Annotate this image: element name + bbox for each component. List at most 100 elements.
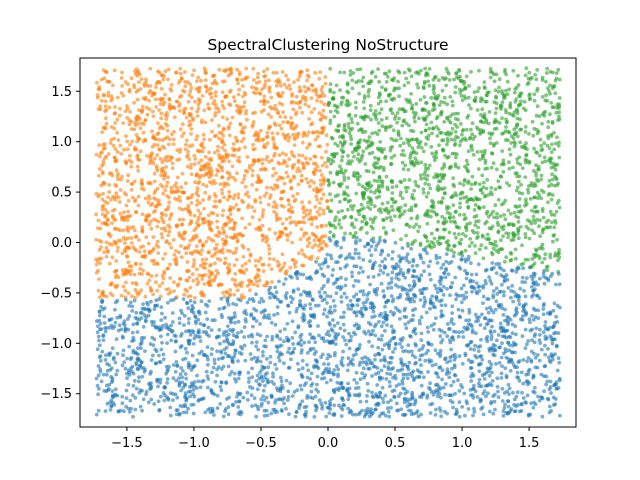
scatter-point	[170, 132, 174, 137]
scatter-point	[484, 93, 489, 98]
scatter-point	[183, 181, 188, 186]
scatter-point	[489, 186, 494, 190]
scatter-point	[210, 370, 214, 375]
scatter-point	[306, 104, 311, 109]
scatter-point	[381, 218, 386, 223]
scatter-point	[209, 352, 214, 357]
scatter-point	[256, 407, 261, 412]
scatter-point	[540, 121, 544, 126]
scatter-point	[473, 354, 477, 358]
scatter-point	[266, 202, 271, 207]
scatter-point	[549, 391, 553, 395]
scatter-point	[418, 252, 422, 257]
scatter-point	[242, 173, 247, 178]
scatter-point	[256, 131, 261, 136]
scatter-point	[276, 93, 281, 98]
scatter-point	[290, 240, 295, 245]
scatter-point	[171, 363, 176, 367]
scatter-point	[163, 92, 167, 97]
scatter-point	[338, 164, 342, 169]
scatter-point	[285, 164, 289, 168]
scatter-point	[442, 330, 447, 335]
scatter-point	[169, 338, 174, 343]
scatter-point	[267, 227, 272, 232]
scatter-point	[401, 372, 406, 377]
scatter-point	[519, 183, 523, 187]
scatter-point	[204, 369, 209, 374]
scatter-point	[296, 182, 301, 187]
scatter-point	[380, 85, 384, 90]
scatter-point	[94, 270, 99, 275]
scatter-point	[344, 277, 348, 282]
scatter-point	[159, 305, 164, 309]
scatter-point	[159, 334, 163, 339]
scatter-point	[206, 377, 211, 381]
scatter-point	[141, 187, 146, 192]
scatter-point	[325, 199, 329, 204]
scatter-point	[119, 76, 124, 80]
scatter-point	[147, 98, 152, 103]
scatter-point	[200, 293, 204, 298]
scatter-point	[171, 376, 176, 380]
scatter-point	[443, 303, 448, 308]
scatter-point	[187, 317, 191, 321]
scatter-point	[272, 257, 276, 262]
scatter-point	[148, 158, 153, 162]
scatter-point	[225, 338, 230, 343]
scatter-point	[226, 73, 231, 78]
scatter-point	[293, 330, 298, 335]
scatter-point	[505, 389, 510, 394]
scatter-point	[326, 329, 331, 334]
scatter-point	[261, 137, 266, 142]
scatter-point	[97, 343, 102, 348]
scatter-point	[167, 217, 172, 222]
scatter-point	[384, 79, 389, 84]
scatter-point	[228, 226, 233, 231]
scatter-point	[165, 128, 170, 133]
scatter-point	[234, 400, 238, 404]
scatter-point	[524, 141, 528, 146]
scatter-point	[234, 202, 239, 207]
scatter-point	[373, 408, 377, 412]
scatter-point	[328, 305, 333, 309]
scatter-point	[349, 142, 353, 146]
scatter-point	[168, 290, 173, 294]
scatter-point	[258, 370, 262, 375]
scatter-point	[434, 172, 438, 177]
scatter-point	[383, 128, 388, 133]
scatter-point	[464, 138, 468, 143]
scatter-point	[203, 310, 208, 315]
scatter-point	[550, 193, 555, 197]
scatter-point	[304, 213, 309, 218]
scatter-point	[463, 257, 468, 262]
scatter-point	[210, 347, 214, 351]
scatter-point	[200, 257, 205, 262]
scatter-point	[553, 78, 558, 83]
scatter-point	[495, 376, 500, 381]
scatter-point	[407, 260, 412, 265]
scatter-point	[314, 216, 319, 221]
scatter-point	[297, 153, 301, 158]
scatter-point	[546, 397, 551, 402]
scatter-point	[528, 96, 533, 101]
scatter-point	[326, 264, 330, 269]
scatter-point	[283, 294, 288, 298]
scatter-point	[367, 248, 372, 253]
scatter-point	[94, 237, 99, 242]
scatter-point	[148, 299, 153, 304]
scatter-point	[159, 173, 163, 178]
scatter-point	[465, 115, 470, 120]
scatter-point	[464, 276, 469, 281]
scatter-point	[312, 172, 317, 177]
scatter-point	[156, 399, 161, 404]
scatter-point	[371, 170, 376, 175]
scatter-point	[425, 214, 430, 219]
scatter-point	[494, 338, 499, 343]
scatter-point	[363, 355, 367, 360]
scatter-point	[228, 103, 233, 108]
scatter-point	[449, 248, 454, 253]
scatter-point	[394, 341, 398, 346]
scatter-point	[128, 109, 133, 114]
scatter-point	[350, 120, 354, 125]
scatter-point	[554, 141, 558, 146]
